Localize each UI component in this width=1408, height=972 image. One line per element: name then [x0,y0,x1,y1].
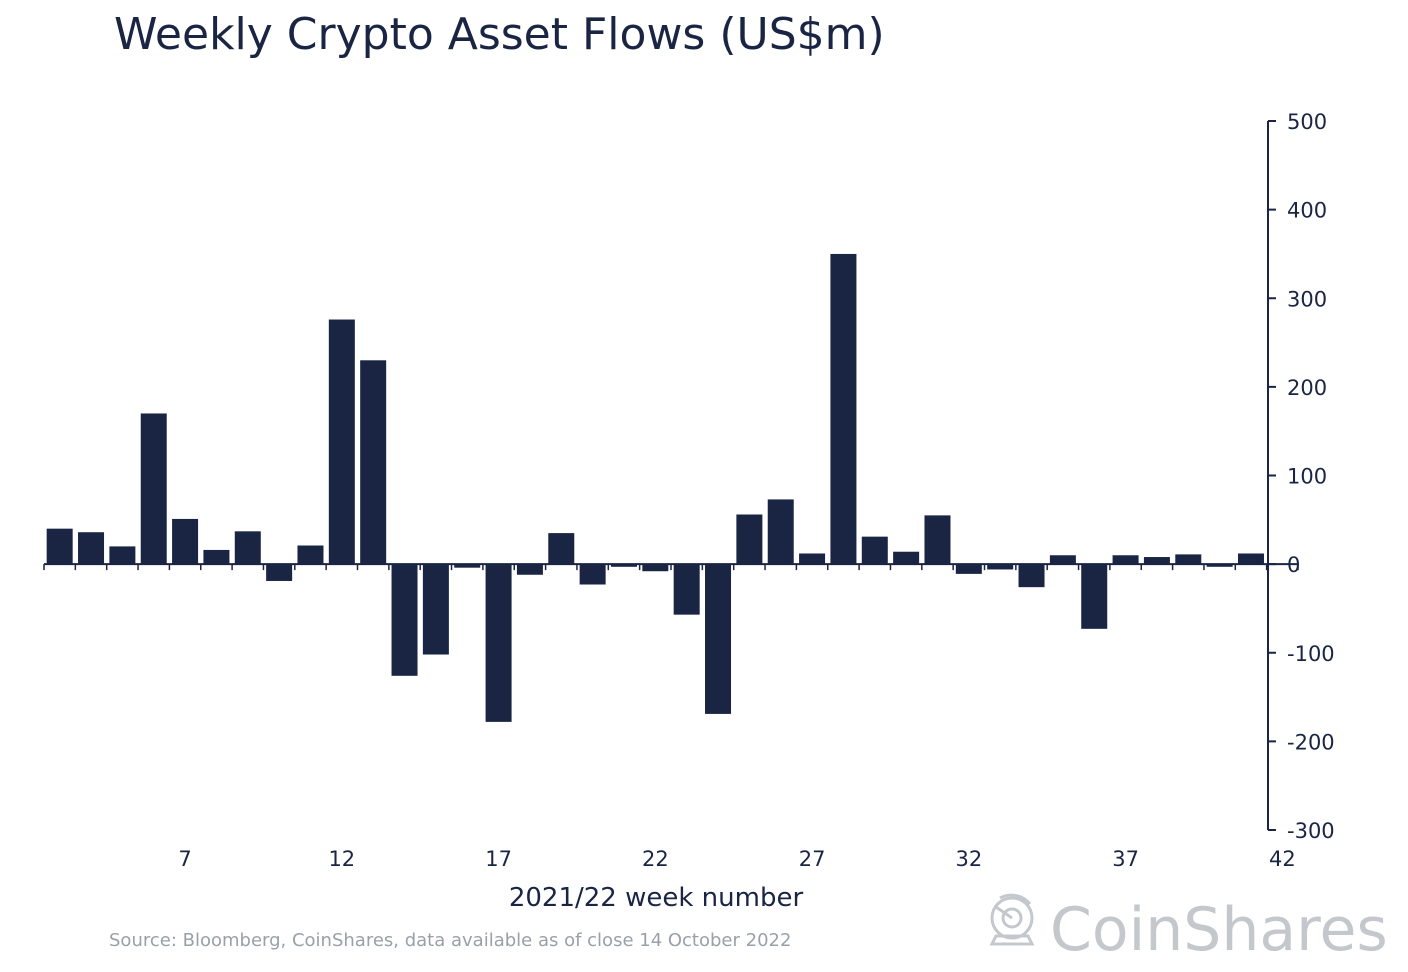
coinshares-wordmark: CoinShares [1050,895,1388,965]
bar-week-33 [987,564,1014,570]
bar-week-41 [1237,553,1264,565]
bar-week-27 [799,553,826,565]
bar-week-32 [955,564,982,574]
y-tick-label: 500 [1287,110,1327,134]
bar-week-17 [485,564,512,722]
y-tick-label: -100 [1287,642,1335,666]
y-tick-label: 200 [1287,376,1327,400]
chart-title: Weekly Crypto Asset Flows (US$m) [114,9,885,60]
bar-week-7 [172,518,199,565]
x-axis: 7 12 17 22 27 32 37 42 [43,563,1299,871]
bar-week-21 [610,564,637,567]
y-tick-label: 300 [1287,287,1327,311]
y-tick-label: 100 [1287,465,1327,489]
bar-week-31 [924,515,951,565]
bar-week-18 [516,564,543,575]
bar-week-29 [861,536,888,565]
x-tick-label: 22 [642,847,669,871]
bar-week-9 [234,531,261,565]
y-tick-label: 0 [1287,553,1300,577]
bar-week-34 [1018,564,1045,588]
coinshares-logo: CoinShares [989,893,1388,965]
bar-week-8 [203,549,230,565]
bar-week-12 [328,319,355,565]
y-tick-label: -200 [1287,730,1335,754]
bar-week-35 [1049,555,1076,565]
bar-week-19 [548,533,575,565]
bar-week-39 [1175,554,1202,565]
bar-week-5 [109,546,136,565]
bar-week-23 [673,564,700,615]
y-tick-label: 400 [1287,199,1327,223]
x-tick-label: 27 [799,847,826,871]
bar-week-24 [705,564,732,714]
coinshares-logo-icon [989,893,1035,946]
x-tick-label: 42 [1269,847,1296,871]
bar-week-26 [767,499,794,565]
x-tick-label: 32 [955,847,982,871]
bar-week-16 [454,564,481,568]
bar-week-22 [642,564,669,572]
x-tick-label: 17 [485,847,512,871]
bar-week-3 [46,528,73,565]
source-note: Source: Bloomberg, CoinShares, data avai… [109,930,791,951]
bar-week-10 [266,564,293,581]
bar-week-40 [1206,564,1233,567]
bar-week-36 [1081,564,1108,629]
bar-week-13 [360,360,387,565]
y-axis: 500 400 300 200 100 0 -100 -200 -300 [1267,110,1335,843]
bar-week-37 [1112,555,1139,565]
x-tick-label: 12 [328,847,355,871]
bar-week-15 [422,564,449,655]
y-tick-label: -300 [1287,819,1335,843]
bar-week-14 [391,564,418,676]
x-tick-label: 37 [1112,847,1139,871]
bar-week-30 [893,551,920,565]
bar-week-28 [830,253,857,565]
bars-group [46,253,1264,722]
x-tick-label: 7 [178,847,191,871]
bar-week-4 [78,532,105,565]
bar-week-25 [736,514,763,565]
x-axis-label: 2021/22 week number [509,883,804,913]
bar-week-6 [140,413,167,565]
bar-week-11 [297,545,324,565]
bar-week-38 [1143,557,1170,565]
bar-week-20 [579,564,606,585]
